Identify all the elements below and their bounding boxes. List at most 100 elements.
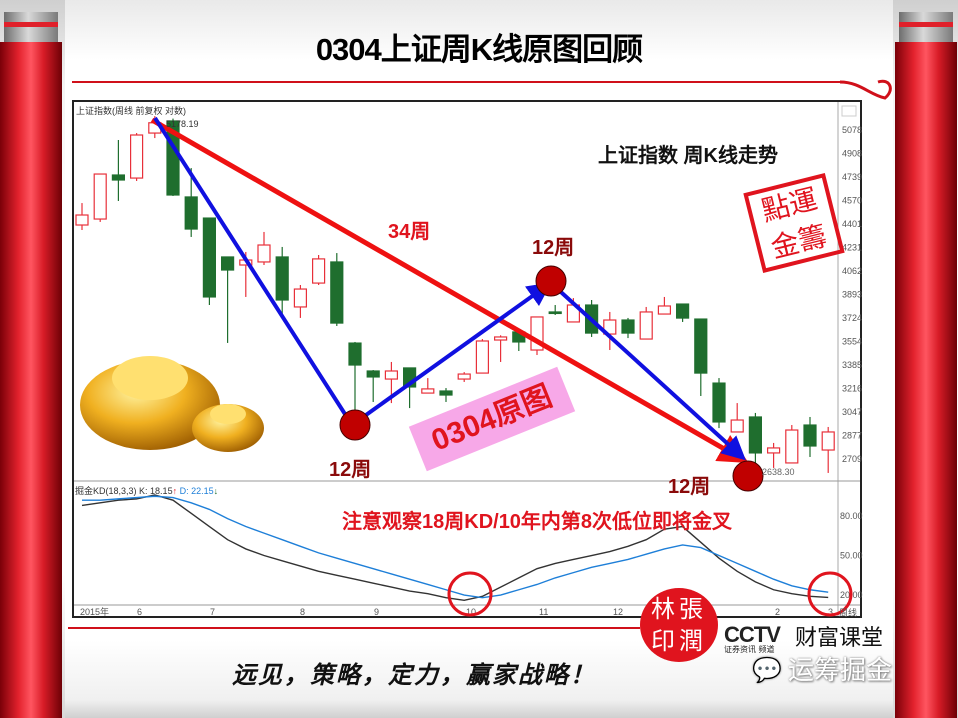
candle-body [657,305,672,315]
candle-body [766,447,781,454]
kd-header: 掘金KD(18,3,3) K: 18.15↑ D: 22.15↓ [75,486,219,496]
kd-note: 注意观察18周KD/10年内第8次低位即将金叉 [342,511,733,533]
period-label: 周线 [839,608,858,618]
label-12-weeks-left: 12周 [329,459,372,481]
candle-body [111,174,126,181]
y-tick-label: 2709 [842,454,862,464]
candle-body [821,431,835,451]
kd-tick-label: 80.00 [840,511,863,521]
chart-header: 上证指数(周线 前复权 对数) [76,106,186,116]
y-tick-label: 5078 [842,125,862,135]
page-title: 0304上证周K线原图回顾 [315,32,643,67]
y-tick-label: 4062 [842,266,862,276]
cloud-ornament [839,79,892,100]
candle-body [221,256,235,271]
x-tick-label: 3 [828,607,833,617]
blue-up-arrow [350,282,552,427]
x-tick-label: 2015年 [80,606,109,617]
candle-body [675,303,690,319]
y-tick-label: 4231 [842,243,862,253]
cctv-logo: CCTV [724,622,781,647]
candle-body [457,373,471,380]
low-label: 2638.30 [762,467,795,477]
x-tick-label: 9 [374,607,379,617]
candle-body [93,173,107,220]
candle-body [730,419,744,433]
candle-body [494,336,508,341]
low-marker [339,409,371,441]
blue-down-arrow [549,281,746,461]
x-tick-label: 8 [300,607,305,617]
candle-body [748,416,763,454]
candle-body [293,288,307,308]
candle-body [75,214,89,226]
y-tick-label: 4570 [842,196,862,206]
candle-body [712,382,726,423]
y-tick-label: 3554 [842,337,862,347]
cctv-subtitle: 证券资讯 频道 [724,645,775,654]
candle-body [130,134,144,179]
label-12-weeks-right: 12周 [668,476,711,498]
y-tick-label: 4908 [842,149,862,159]
y-tick-label: 3047 [842,407,862,417]
x-tick-label: 2 [775,607,780,617]
y-tick-label: 3385 [842,360,862,370]
name-seal: 林張 印潤 [640,588,718,662]
label-12-weeks-top: 12周 [532,237,575,259]
y-tick-label: 3724 [842,313,862,323]
blue-down-leg [153,116,354,427]
candle-body [475,340,489,374]
candle-body [421,388,435,394]
candle-body [439,390,453,396]
red-trend-arrow [150,117,749,463]
candle-body [384,370,398,380]
y-tick-label: 4401 [842,219,862,229]
kd-tick-label: 50.00 [840,551,863,561]
label-34-weeks: 34周 [388,221,431,243]
chart-heading: 上证指数 周K线走势 [598,145,778,167]
candle-body [202,217,216,298]
candle-body [348,342,362,366]
candle-body [184,196,198,230]
program-name: 财富课堂 [795,626,884,651]
y-tick-label: 3216 [842,384,862,394]
candle-body [275,256,289,301]
x-tick-label: 6 [137,607,142,617]
x-axis: 2015年 6 7 8 9 10 11 12 2 3 [80,606,833,617]
kd-line-d [82,495,829,599]
candle-body [785,429,799,464]
candle-body [257,244,271,263]
high-marker [535,265,567,297]
candle-body [803,424,817,447]
high-label: 5178.19 [166,119,199,129]
y-tick-label: 3893 [842,290,862,300]
x-tick-label: 11 [539,607,548,617]
scroll-rod-left [0,12,62,718]
y-axis: 5078 4908 4739 4570 4401 4231 4062 3893 3724 3554… [840,125,863,600]
low-marker-2 [732,460,764,492]
gold-ingot-image [80,356,264,452]
candle-body [621,319,635,334]
y-tick-label: 4739 [842,172,862,182]
candle-body [548,311,562,315]
wechat-account: 运筹掘金 [788,656,893,686]
kd-low-circle [447,571,493,617]
x-tick-label: 10 [466,607,476,617]
x-tick-label: 7 [210,607,215,617]
x-tick-label: 12 [613,607,623,617]
candle-body [312,258,326,284]
wechat-icon: 💬 [752,656,782,684]
scroll-rod-right [895,12,957,718]
slogan: 远见，策略，定力，赢家战略！ [232,660,596,689]
kd-layer [81,494,829,601]
candle-body [639,311,653,340]
kd-line-k [81,494,829,601]
chart-frame [72,100,862,618]
candle-body [330,261,344,324]
y-tick-label: 2877 [842,431,862,441]
kd-low-circle-2 [807,571,853,617]
candle-body [366,370,380,378]
candle-body [694,318,708,374]
candles-layer [75,116,835,473]
